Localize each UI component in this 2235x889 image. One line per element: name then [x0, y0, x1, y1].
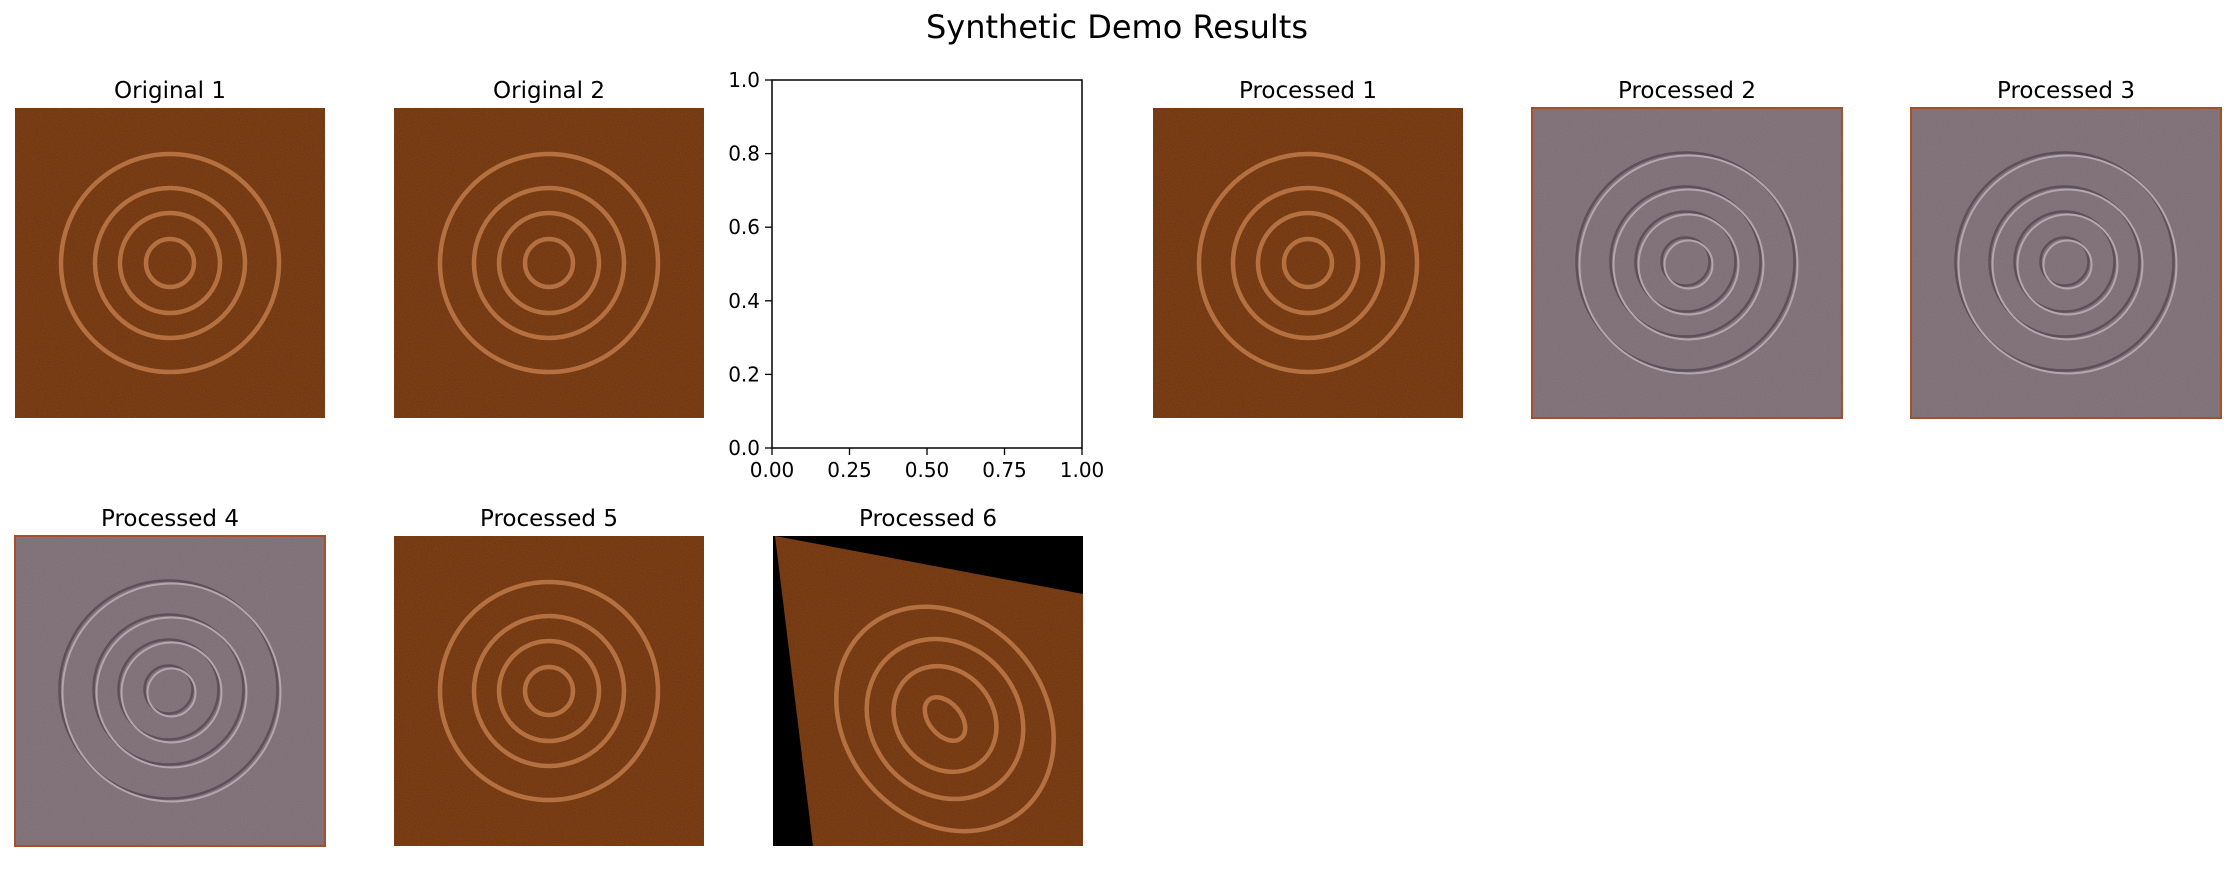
- ring-shadow: [2039, 236, 2090, 287]
- ring: [522, 236, 576, 290]
- panel-title: Processed 5: [480, 506, 618, 532]
- panel-title: Original 1: [114, 78, 226, 104]
- ring-highlight: [1957, 154, 2178, 375]
- x-tick-label: 0.50: [905, 458, 950, 482]
- panel-image: [14, 535, 326, 847]
- ring: [1281, 236, 1335, 290]
- panel-original-1: Original 1: [15, 78, 325, 418]
- ring: [92, 185, 248, 341]
- image-noise: [15, 108, 325, 418]
- ring-highlight: [2042, 239, 2093, 290]
- ring: [522, 664, 576, 718]
- panel-image: [1910, 107, 2222, 419]
- ring-shadow: [1575, 151, 1796, 372]
- panel-image: [773, 536, 1083, 846]
- ring: [471, 185, 627, 341]
- ring-shadow: [58, 579, 279, 800]
- ring-shadow: [143, 664, 194, 715]
- ring-highlight: [1663, 239, 1714, 290]
- ring-highlight: [1637, 213, 1740, 316]
- axes-frame: [771, 79, 1083, 449]
- panel-image: [1531, 107, 1843, 419]
- ring: [1196, 151, 1420, 375]
- ring-shadow: [2013, 210, 2116, 313]
- ring-shadow: [117, 638, 220, 741]
- panel-title: Processed 1: [1239, 78, 1377, 104]
- ring-highlight: [1578, 154, 1799, 375]
- ring: [496, 210, 602, 316]
- ellipse-ring: [922, 695, 968, 743]
- panel-processed-4: Processed 4: [14, 506, 326, 847]
- ring: [437, 579, 661, 803]
- x-tick-label: 0.00: [750, 458, 795, 482]
- x-tick-label: 0.75: [982, 458, 1027, 482]
- ring-shadow: [1988, 185, 2141, 338]
- panel-image: [1153, 108, 1463, 418]
- ring-highlight: [95, 616, 248, 769]
- ring: [437, 151, 661, 375]
- ring-highlight: [146, 667, 197, 718]
- x-axis: 0.00 0.25 0.50 0.75 1.00: [750, 448, 1105, 482]
- image-noise: [1533, 109, 1841, 417]
- y-tick-label: 1.0: [728, 68, 760, 92]
- ring-highlight: [61, 582, 282, 803]
- ring-shadow: [1634, 210, 1737, 313]
- panel-title: Original 2: [493, 78, 605, 104]
- panel-image: [394, 108, 704, 418]
- panel-original-2: Original 2: [394, 78, 704, 418]
- y-tick-label: 0.6: [728, 215, 760, 239]
- ring-shadow: [1954, 151, 2175, 372]
- x-tick-label: 1.00: [1060, 458, 1105, 482]
- ring-highlight: [120, 641, 223, 744]
- ring-shadow: [1609, 185, 1762, 338]
- ellipse-ring: [891, 663, 999, 775]
- panel-processed-6: Processed 6: [773, 506, 1083, 846]
- ring: [117, 210, 223, 316]
- image-noise: [1153, 108, 1463, 418]
- ring: [496, 638, 602, 744]
- y-tick-label: 0.2: [728, 362, 760, 386]
- image-noise: [775, 536, 1083, 846]
- y-tick-label: 0.8: [728, 142, 760, 166]
- panel-processed-5: Processed 5: [394, 506, 704, 846]
- ring: [1255, 210, 1361, 316]
- ring-highlight: [1991, 188, 2144, 341]
- ring-highlight: [1612, 188, 1765, 341]
- y-tick-label: 0.0: [728, 436, 760, 460]
- ring-shadow: [92, 613, 245, 766]
- y-tick-label: 0.4: [728, 289, 760, 313]
- panel-title: Processed 3: [1997, 78, 2135, 104]
- image-noise: [394, 108, 704, 418]
- y-axis: 0.0 0.2 0.4 0.6 0.8 1.0: [728, 68, 772, 460]
- panel-title: Processed 4: [101, 506, 239, 532]
- ellipse-ring: [864, 636, 1026, 802]
- panel-processed-2: Processed 2: [1531, 78, 1843, 419]
- ring-shadow: [1660, 236, 1711, 287]
- ring: [1230, 185, 1386, 341]
- ring: [143, 236, 197, 290]
- ring-highlight: [2016, 213, 2119, 316]
- empty-axes: 0.00 0.25 0.50 0.75 1.00 0.0 0.2 0.4 0.6 0.8 1.0: [728, 68, 1104, 482]
- image-noise: [394, 536, 704, 846]
- panel-image: [15, 108, 325, 418]
- panel-processed-1: Processed 1: [1153, 78, 1463, 418]
- image-noise: [16, 537, 324, 845]
- image-noise: [1912, 109, 2220, 417]
- panel-image: [394, 536, 704, 846]
- ellipse-ring: [834, 604, 1056, 834]
- figure-title: Synthetic Demo Results: [926, 8, 1308, 46]
- panel-processed-3: Processed 3: [1910, 78, 2222, 419]
- ring: [58, 151, 282, 375]
- ring: [471, 613, 627, 769]
- panel-title: Processed 2: [1618, 78, 1756, 104]
- x-tick-label: 0.25: [827, 458, 872, 482]
- panel-title: Processed 6: [859, 506, 997, 532]
